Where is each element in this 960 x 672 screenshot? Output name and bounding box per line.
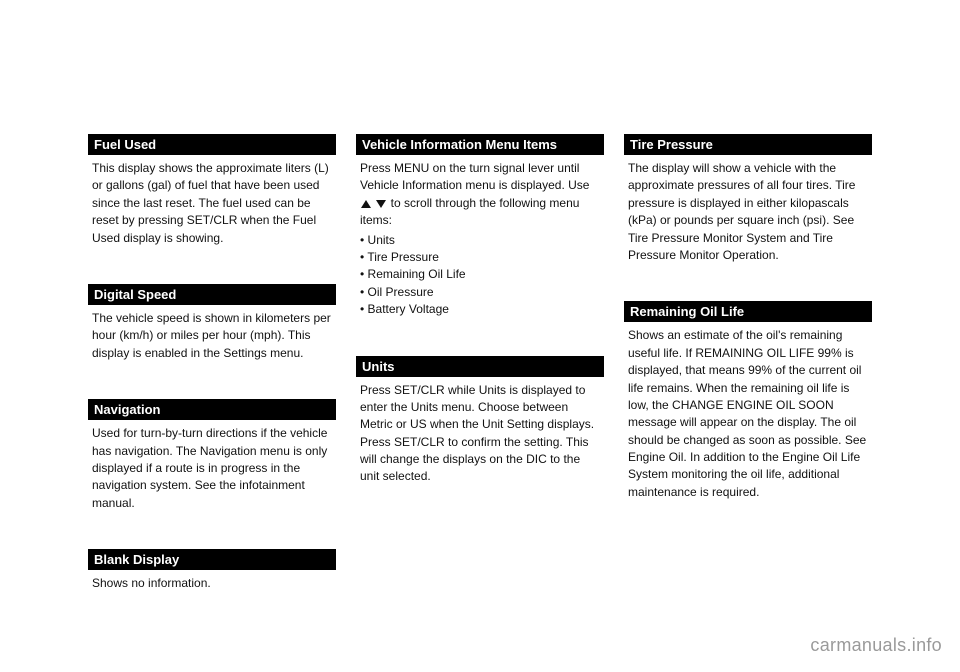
body-units: Press SET/CLR while Units is displayed t… [356,381,604,487]
page-container: Fuel Used This display shows the approxi… [0,0,960,621]
spacer [88,521,336,543]
watermark-text: carmanuals.info [810,635,942,656]
body-fuel-used: This display shows the approximate liter… [88,159,336,248]
heading-tire-pressure: Tire Pressure [624,134,872,155]
heading-fuel-used: Fuel Used [88,134,336,155]
section-digital-speed: Digital Speed The vehicle speed is shown… [88,278,336,363]
section-tire-pressure: Tire Pressure The display will show a ve… [624,128,872,265]
spacer [88,371,336,393]
section-vehicle-info-menu: Vehicle Information Menu Items Press MEN… [356,128,604,320]
intro-text-b: to scroll through the following menu ite… [360,196,579,227]
body-digital-speed: The vehicle speed is shown in kilometers… [88,309,336,363]
triangle-down-icon [376,200,386,208]
column-left: Fuel Used This display shows the approxi… [88,128,336,601]
heading-units: Units [356,356,604,377]
section-remaining-oil-life: Remaining Oil Life Shows an estimate of … [624,295,872,502]
heading-remaining-oil-life: Remaining Oil Life [624,301,872,322]
spacer [356,328,604,350]
intro-text-a: Press MENU on the turn signal lever unti… [360,161,589,192]
section-units: Units Press SET/CLR while Units is displ… [356,350,604,487]
spacer [88,256,336,278]
heading-navigation: Navigation [88,399,336,420]
section-fuel-used: Fuel Used This display shows the approxi… [88,128,336,248]
body-vehicle-info-intro: Press MENU on the turn signal lever unti… [356,159,604,231]
column-right: Tire Pressure The display will show a ve… [624,128,872,601]
spacer [624,273,872,295]
column-middle: Vehicle Information Menu Items Press MEN… [356,128,604,601]
section-navigation: Navigation Used for turn-by-turn directi… [88,393,336,513]
section-blank-display: Blank Display Shows no information. [88,543,336,593]
heading-digital-speed: Digital Speed [88,284,336,305]
body-remaining-oil-life: Shows an estimate of the oil's remaining… [624,326,872,502]
body-navigation: Used for turn-by-turn directions if the … [88,424,336,513]
body-tire-pressure: The display will show a vehicle with the… [624,159,872,265]
heading-vehicle-info-menu: Vehicle Information Menu Items [356,134,604,155]
heading-blank-display: Blank Display [88,549,336,570]
triangle-up-icon [361,200,371,208]
body-vehicle-info-list: • Units • Tire Pressure • Remaining Oil … [356,231,604,320]
body-blank-display: Shows no information. [88,574,336,593]
